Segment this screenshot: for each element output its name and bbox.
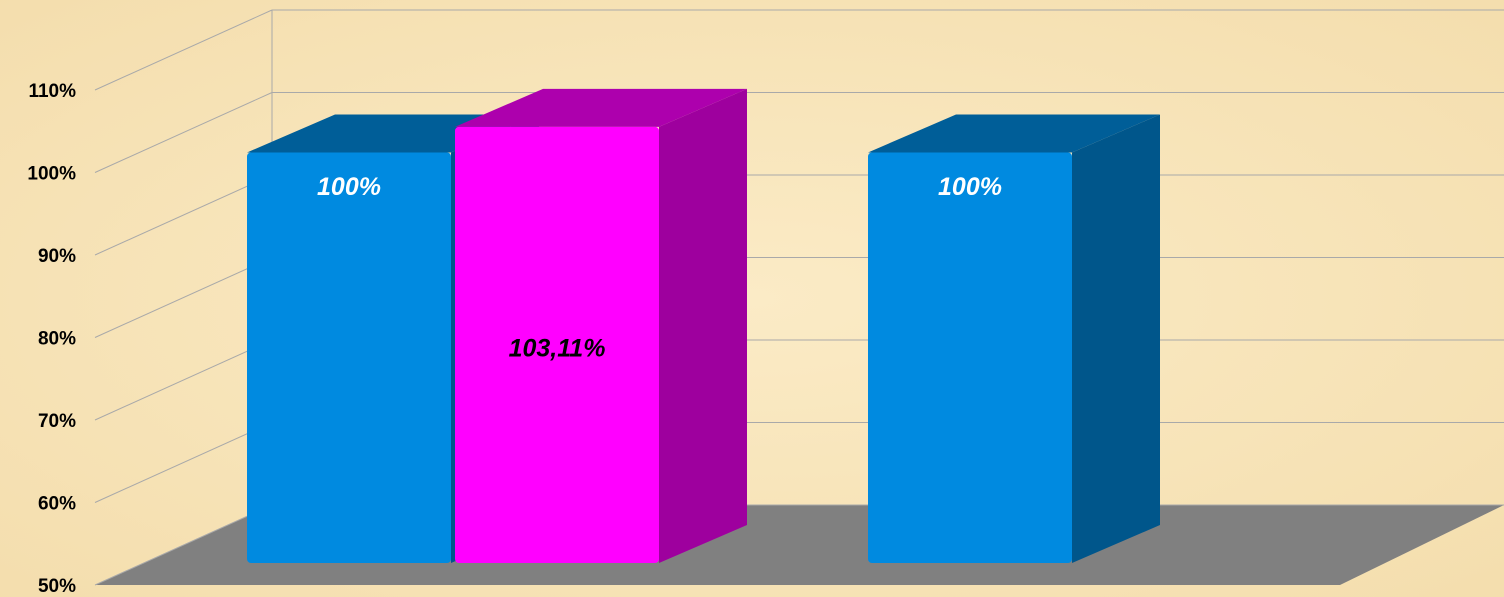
data-label: 100% — [317, 173, 381, 201]
bar-top — [455, 88, 747, 127]
grid-line — [94, 504, 273, 586]
y-tick-label: 80% — [38, 329, 76, 350]
grid-line — [94, 9, 273, 91]
y-tick-label: 50% — [38, 576, 76, 597]
grid-line — [94, 422, 273, 503]
bar-side — [659, 88, 747, 563]
y-tick-label: 70% — [38, 411, 76, 432]
y-tick-label: 100% — [27, 164, 76, 185]
y-tick-label: 60% — [38, 494, 76, 515]
y-tick-label: 110% — [28, 81, 76, 102]
grid-line — [94, 257, 273, 338]
bar-top — [868, 114, 1160, 153]
grid-line — [94, 174, 273, 256]
y-tick-label: 90% — [38, 246, 76, 267]
bar — [868, 152, 1072, 563]
grid-line — [94, 92, 273, 173]
data-label: 100% — [938, 173, 1002, 201]
grid-line — [94, 339, 273, 421]
data-label: 103,11% — [509, 335, 606, 363]
bar — [455, 126, 659, 563]
bar-side — [1072, 114, 1160, 563]
bar — [247, 152, 451, 563]
